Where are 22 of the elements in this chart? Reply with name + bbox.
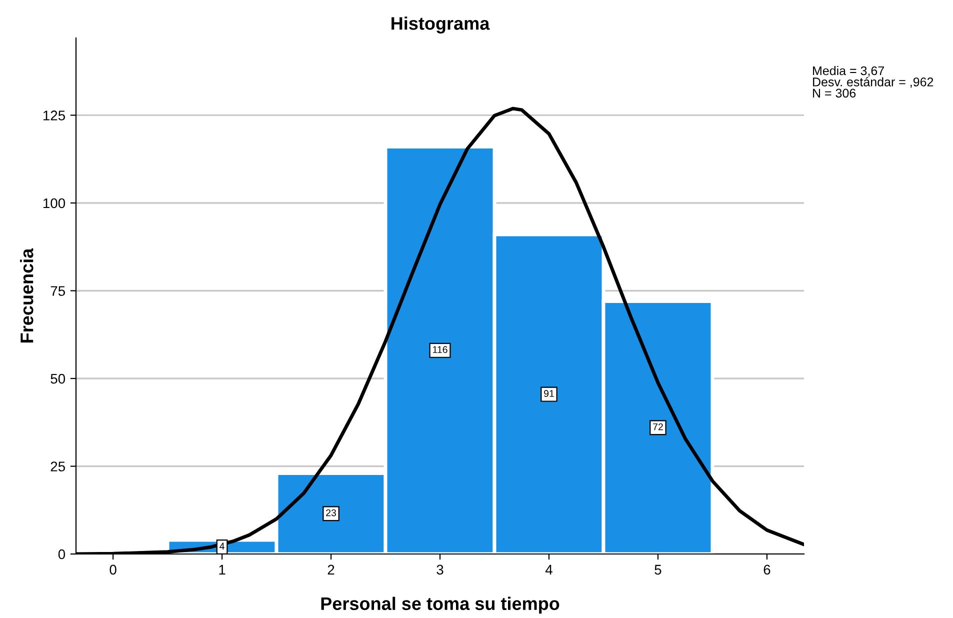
data-label: 91 [544,390,554,397]
y-axis-title: Frecuencia [20,248,34,342]
y-tick-label: 25 [50,462,66,472]
x-tick-label: 3 [436,564,444,575]
chart-title: Histograma [392,16,490,34]
data-label: 4 [220,542,224,550]
y-tick-label: 100 [43,198,66,208]
x-axis-title: Personal se toma su tiempo [321,596,560,614]
x-tick-label: 2 [328,564,334,574]
data-label: 72 [653,423,663,430]
x-tick-label: 6 [764,564,770,575]
data-label: 23 [326,509,336,516]
y-tick-label: 0 [58,549,66,560]
x-tick-label: 1 [219,564,226,574]
text: Media = 3,67 Desv. estándar = ,962 N = 306 [813,66,934,98]
x-tick-label: 4 [545,564,552,574]
x-tick-label: 5 [654,564,662,575]
x-tick-label: 0 [110,564,116,575]
y-tick-label: 50 [50,374,66,384]
data-label: 116 [432,346,448,354]
y-tick-label: 75 [50,286,66,296]
y-tick-label: 125 [43,110,66,120]
